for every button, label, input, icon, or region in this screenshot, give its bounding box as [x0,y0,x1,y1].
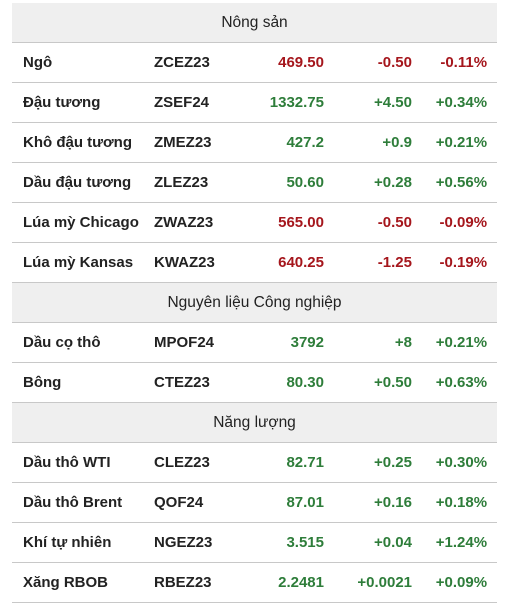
table-row: Bông CTEZ23 80.30 +0.50 +0.63% [12,362,498,403]
change-value: +0.25 [324,442,412,483]
change-value: +4.50 [324,82,412,123]
table-row: Lúa mỳ Chicago ZWAZ23 565.00 -0.50 -0.09% [12,202,498,243]
commodity-name: Lúa mỳ Chicago [12,202,154,243]
price-value: 640.25 [249,242,324,283]
contract-code: MPOF24 [154,322,249,363]
table-row: Khô đậu tương ZMEZ23 427.2 +0.9 +0.21% [12,122,498,163]
commodity-name: Dầu thô Brent [12,482,154,523]
table-row: Dầu đậu tương ZLEZ23 50.60 +0.28 +0.56% [12,162,498,203]
price-value: 565.00 [249,202,324,243]
percent-change: +0.21% [412,122,498,163]
price-value: 1332.75 [249,82,324,123]
contract-code: QOF24 [154,482,249,523]
percent-change: +0.34% [412,82,498,123]
commodity-name: Dầu cọ thô [12,322,154,363]
change-value: +0.0021 [324,562,412,603]
price-value: 3.515 [249,522,324,563]
table-row: Dầu thô WTI CLEZ23 82.71 +0.25 +0.30% [12,442,498,483]
section-title: Nguyên liệu Công nghiệp [12,282,498,323]
commodity-name: Lúa mỳ Kansas [12,242,154,283]
percent-change: -0.11% [412,42,498,83]
section-header-row: Nông sản [12,3,498,43]
table-row: Xăng RBOB RBEZ23 2.2481 +0.0021 +0.09% [12,562,498,603]
contract-code: ZWAZ23 [154,202,249,243]
change-value: -1.25 [324,242,412,283]
contract-code: KWAZ23 [154,242,249,283]
contract-code: CLEZ23 [154,442,249,483]
price-value: 427.2 [249,122,324,163]
contract-code: ZMEZ23 [154,122,249,163]
change-value: +0.04 [324,522,412,563]
change-value: -0.50 [324,42,412,83]
price-value: 469.50 [249,42,324,83]
section-title: Năng lượng [12,402,498,443]
table-row: Ngô ZCEZ23 469.50 -0.50 -0.11% [12,42,498,83]
table-row: Dầu cọ thô MPOF24 3792 +8 +0.21% [12,322,498,363]
percent-change: +0.63% [412,362,498,403]
commodity-name: Đậu tương [12,82,154,123]
price-value: 3792 [249,322,324,363]
change-value: +0.9 [324,122,412,163]
price-value: 2.2481 [249,562,324,603]
section-header-row: Nguyên liệu Công nghiệp [12,282,498,323]
contract-code: NGEZ23 [154,522,249,563]
table-row: Khí tự nhiên NGEZ23 3.515 +0.04 +1.24% [12,522,498,563]
price-value: 82.71 [249,442,324,483]
commodity-name: Dầu đậu tương [12,162,154,203]
commodity-table-body: Nông sản Ngô ZCEZ23 469.50 -0.50 -0.11% Đậu tư… [12,3,498,603]
contract-code: ZLEZ23 [154,162,249,203]
percent-change: +0.56% [412,162,498,203]
section-title: Nông sản [12,3,498,43]
percent-change: +0.21% [412,322,498,363]
change-value: +0.28 [324,162,412,203]
section-header-row: Năng lượng [12,402,498,443]
change-value: -0.50 [324,202,412,243]
table-row: Đậu tương ZSEF24 1332.75 +4.50 +0.34% [12,82,498,123]
commodity-name: Bông [12,362,154,403]
change-value: +0.50 [324,362,412,403]
percent-change: +0.30% [412,442,498,483]
percent-change: +0.09% [412,562,498,603]
contract-code: CTEZ23 [154,362,249,403]
commodity-name: Xăng RBOB [12,562,154,603]
table-row: Dầu thô Brent QOF24 87.01 +0.16 +0.18% [12,482,498,523]
commodity-name: Khí tự nhiên [12,522,154,563]
commodity-name: Khô đậu tương [12,122,154,163]
percent-change: -0.09% [412,202,498,243]
contract-code: RBEZ23 [154,562,249,603]
commodity-name: Ngô [12,42,154,83]
change-value: +8 [324,322,412,363]
contract-code: ZCEZ23 [154,42,249,83]
percent-change: -0.19% [412,242,498,283]
price-value: 50.60 [249,162,324,203]
percent-change: +1.24% [412,522,498,563]
table-row: Lúa mỳ Kansas KWAZ23 640.25 -1.25 -0.19% [12,242,498,283]
price-value: 80.30 [249,362,324,403]
percent-change: +0.18% [412,482,498,523]
price-value: 87.01 [249,482,324,523]
change-value: +0.16 [324,482,412,523]
commodity-name: Dầu thô WTI [12,442,154,483]
commodity-price-table: Nông sản Ngô ZCEZ23 469.50 -0.50 -0.11% Đậu tư… [12,3,498,603]
contract-code: ZSEF24 [154,82,249,123]
